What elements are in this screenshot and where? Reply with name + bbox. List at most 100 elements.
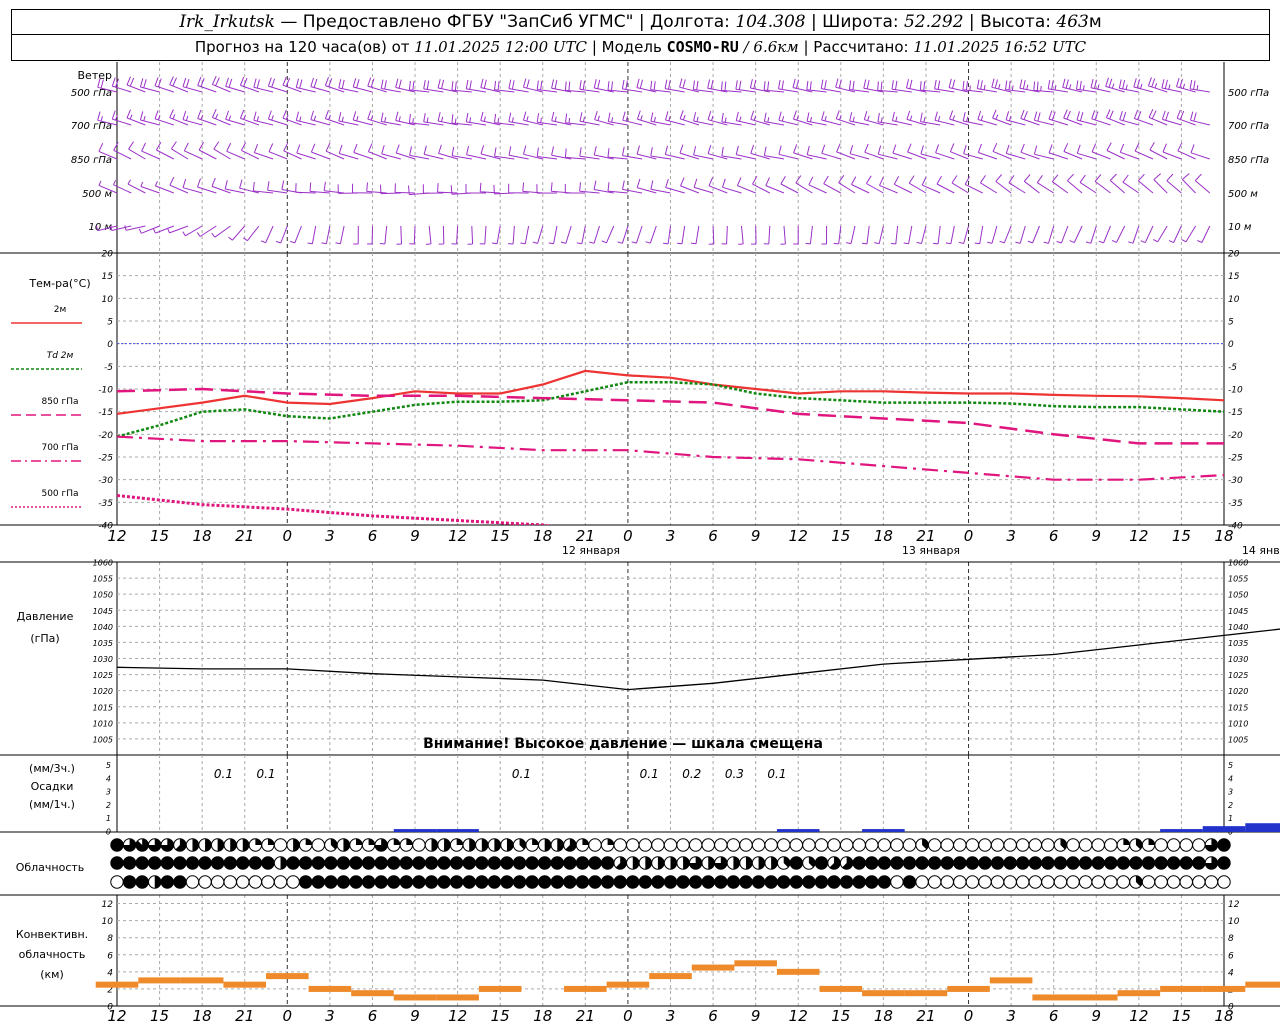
wind-level-right: 500 м — [1228, 189, 1258, 200]
wind-barb — [805, 225, 813, 245]
wind-barb — [780, 225, 786, 245]
wind-barb — [806, 80, 827, 93]
wind-barb — [182, 225, 203, 237]
cloud-fill — [173, 875, 187, 889]
wind-barb — [425, 225, 432, 245]
cloud-fill — [966, 856, 979, 870]
cloud-fill — [790, 856, 803, 870]
cloud-fill — [506, 838, 514, 852]
wind-barb — [890, 225, 899, 245]
wind-barb — [295, 183, 316, 194]
cloud-symbol — [953, 875, 967, 889]
pressure-tick-left: 1030 — [93, 655, 113, 664]
cloud-fill — [1123, 838, 1130, 845]
wind-barb — [736, 177, 756, 194]
conv-bar — [1117, 990, 1161, 997]
wind-barb — [1098, 225, 1111, 244]
wind-barb — [908, 175, 927, 194]
cloud-fill — [714, 875, 728, 889]
time-tick-label-bottom: 15 — [491, 1007, 510, 1024]
wind-barb — [849, 112, 870, 126]
cloud-fill — [565, 838, 577, 852]
wind-level-left: 500 м — [82, 189, 112, 200]
wind-barb — [169, 76, 189, 93]
wind-barb — [621, 79, 643, 93]
wind-barb — [835, 78, 856, 93]
wind-barb — [1140, 225, 1154, 244]
precip-tick-left: 1 — [106, 814, 111, 823]
wind-barb — [664, 145, 685, 160]
temp-legend-label: 700 гПа — [41, 443, 78, 453]
cloud-fill — [645, 856, 652, 870]
wind-barb — [664, 79, 685, 93]
temp-tick-left: 15 — [102, 272, 114, 282]
wind-barb — [110, 225, 132, 231]
pressure-tick-right: 1060 — [1228, 559, 1248, 568]
wind-barb — [846, 225, 856, 245]
time-tick-label: 12 — [448, 527, 467, 545]
cloud-fill — [601, 856, 614, 870]
wind-barb — [607, 148, 628, 160]
wind-barb — [934, 111, 955, 126]
wind-barb — [721, 81, 742, 93]
cloud-fill — [903, 875, 916, 889]
wind-barb — [337, 184, 359, 194]
wind-level-right: 700 гПа — [1228, 121, 1269, 132]
cloud-fill — [1217, 856, 1231, 870]
conv-bar — [393, 994, 437, 1001]
wind-barb — [665, 111, 685, 126]
wind-barb — [617, 225, 629, 244]
wind-barb — [921, 176, 941, 194]
wind-barb — [352, 78, 373, 93]
cloud-fill — [607, 838, 614, 845]
cloud-fill — [337, 875, 350, 889]
cloud-symbol — [1066, 875, 1080, 889]
wind-barb — [920, 145, 941, 160]
day-label: 13 января — [902, 544, 960, 557]
cloud-fill — [576, 856, 589, 870]
wind-barb — [239, 76, 260, 93]
wind-barb — [536, 80, 558, 93]
cloud-fill — [1079, 856, 1092, 870]
wind-barb — [977, 143, 998, 160]
cloud-fill — [349, 875, 363, 889]
wind-barb — [239, 109, 260, 126]
wind-barb — [1147, 77, 1168, 93]
title-bar: Irk_Irkutsk — Предоставлено ФГБУ "ЗапСиб… — [11, 9, 1270, 35]
wind-barb — [707, 79, 728, 93]
wind-barb — [1176, 77, 1196, 93]
wind-barb — [722, 178, 742, 194]
wind-barb — [763, 81, 785, 93]
wind-barb — [551, 79, 572, 93]
cloud-fill — [431, 838, 438, 852]
pressure-unit: (гПа) — [30, 632, 59, 645]
wind-barb — [964, 176, 983, 194]
wind-barb — [622, 180, 643, 194]
wind-barb — [877, 112, 898, 126]
wind-barb — [821, 111, 841, 126]
cloud-fill — [733, 856, 740, 870]
wind-barb — [763, 112, 785, 126]
wind-barb — [707, 144, 728, 160]
cloud-fill — [374, 875, 388, 889]
wind-barb — [1162, 143, 1182, 160]
cloud-fill — [525, 856, 539, 870]
wind-barb — [154, 110, 174, 126]
precip-tick-left: 0 — [106, 828, 111, 837]
cloud-fill — [878, 856, 891, 870]
wind-barb — [408, 113, 430, 126]
cloud-fill — [437, 875, 451, 889]
wind-barb — [1015, 225, 1026, 244]
conv-bar — [862, 990, 905, 997]
wind-barb — [778, 111, 799, 126]
wind-barb — [536, 147, 558, 160]
wind-barb — [480, 111, 501, 126]
wind-barb — [1122, 174, 1140, 194]
conv-bar — [95, 981, 139, 988]
cloud-fill — [123, 875, 136, 889]
wind-barb — [679, 144, 700, 160]
conv-bar — [819, 985, 863, 992]
cloud-fill — [387, 856, 400, 870]
wind-barb — [480, 145, 501, 160]
cloud-symbol — [802, 838, 816, 852]
